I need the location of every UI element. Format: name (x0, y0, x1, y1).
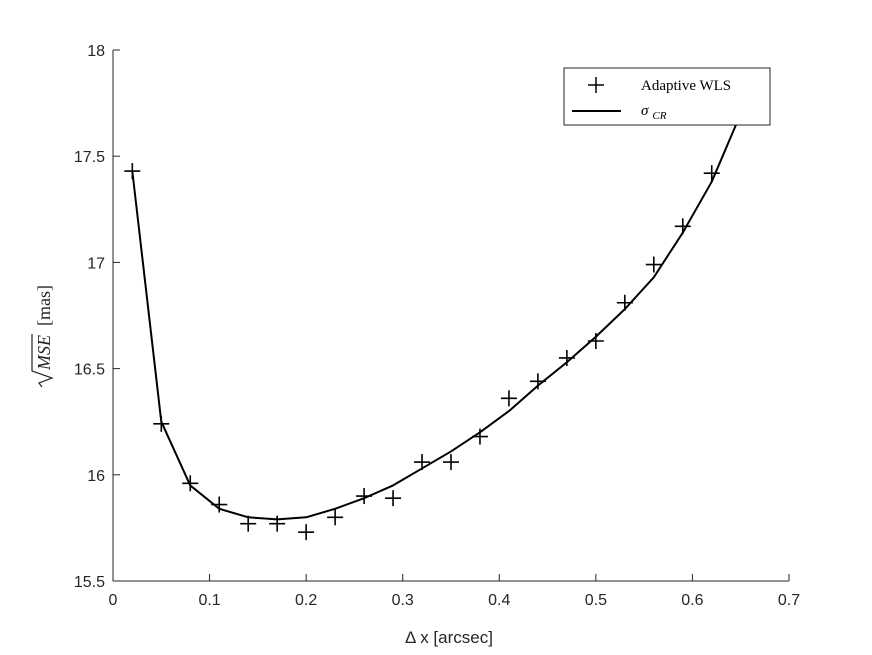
adaptive-wls-point (414, 454, 431, 471)
adaptive-wls-point (298, 524, 315, 541)
adaptive-wls-point (587, 332, 604, 349)
y-axis-label-unit: [mas] (34, 285, 54, 326)
y-tick-label: 18 (87, 43, 105, 60)
x-axis-label: Δ x [arcsec] (405, 628, 493, 647)
adaptive-wls-point (124, 163, 141, 180)
y-tick-label: 17.5 (74, 149, 105, 166)
legend-sigma-subscript: CR (652, 110, 666, 122)
adaptive-wls-point (327, 509, 344, 526)
x-tick-label: 0.5 (585, 592, 607, 609)
legend-sigma-symbol: σ (641, 103, 649, 119)
adaptive-wls-point (674, 218, 691, 235)
x-tick-label: 0.6 (681, 592, 703, 609)
y-axis-ticks: 15.5 16 16.5 17 17.5 18 (74, 43, 120, 591)
adaptive-wls-point (703, 165, 720, 182)
adaptive-wls-point (443, 454, 459, 471)
adaptive-wls-point (211, 496, 228, 513)
legend: Adaptive WLS σ CR (563, 67, 771, 126)
adaptive-wls-point (529, 373, 546, 390)
adaptive-wls-point (182, 475, 199, 492)
adaptive-wls-point (645, 256, 662, 273)
y-tick-label: 16.5 (74, 362, 105, 379)
adaptive-wls-point (471, 428, 488, 445)
y-tick-label: 16 (87, 468, 105, 485)
x-tick-label: 0 (109, 592, 118, 609)
x-tick-label: 0.3 (392, 592, 414, 609)
adaptive-wls-series (124, 163, 720, 541)
adaptive-wls-point (500, 390, 517, 407)
adaptive-wls-point (616, 294, 633, 311)
y-tick-label: 17 (87, 255, 105, 272)
adaptive-wls-point (558, 349, 575, 366)
x-axis-ticks: 0 0.1 0.2 0.3 0.4 0.5 0.6 0.7 (109, 574, 800, 609)
legend-label-adaptive-wls: Adaptive WLS (641, 78, 731, 94)
adaptive-wls-point (153, 415, 170, 432)
adaptive-wls-point (269, 515, 286, 532)
y-tick-label: 15.5 (74, 574, 105, 591)
sigma-cr-line (131, 113, 742, 521)
legend-label-sigma-cr: σ CR (641, 102, 667, 122)
x-tick-label: 0.4 (488, 592, 510, 609)
sigma-cr-series (131, 113, 742, 521)
y-axis-label: MSE [mas] (31, 285, 54, 388)
legend-marker-adaptive-wls (588, 77, 604, 93)
x-tick-label: 0.7 (778, 592, 800, 609)
x-tick-label: 0.2 (295, 592, 317, 609)
axes (112, 50, 789, 582)
adaptive-wls-point (356, 488, 373, 505)
legend-box (563, 67, 771, 126)
x-tick-label: 0.1 (198, 592, 220, 609)
sqrt-symbol-icon (31, 334, 54, 388)
y-axis-label-radicand: MSE (34, 335, 54, 371)
adaptive-wls-point (385, 490, 402, 507)
adaptive-wls-point (240, 515, 257, 532)
